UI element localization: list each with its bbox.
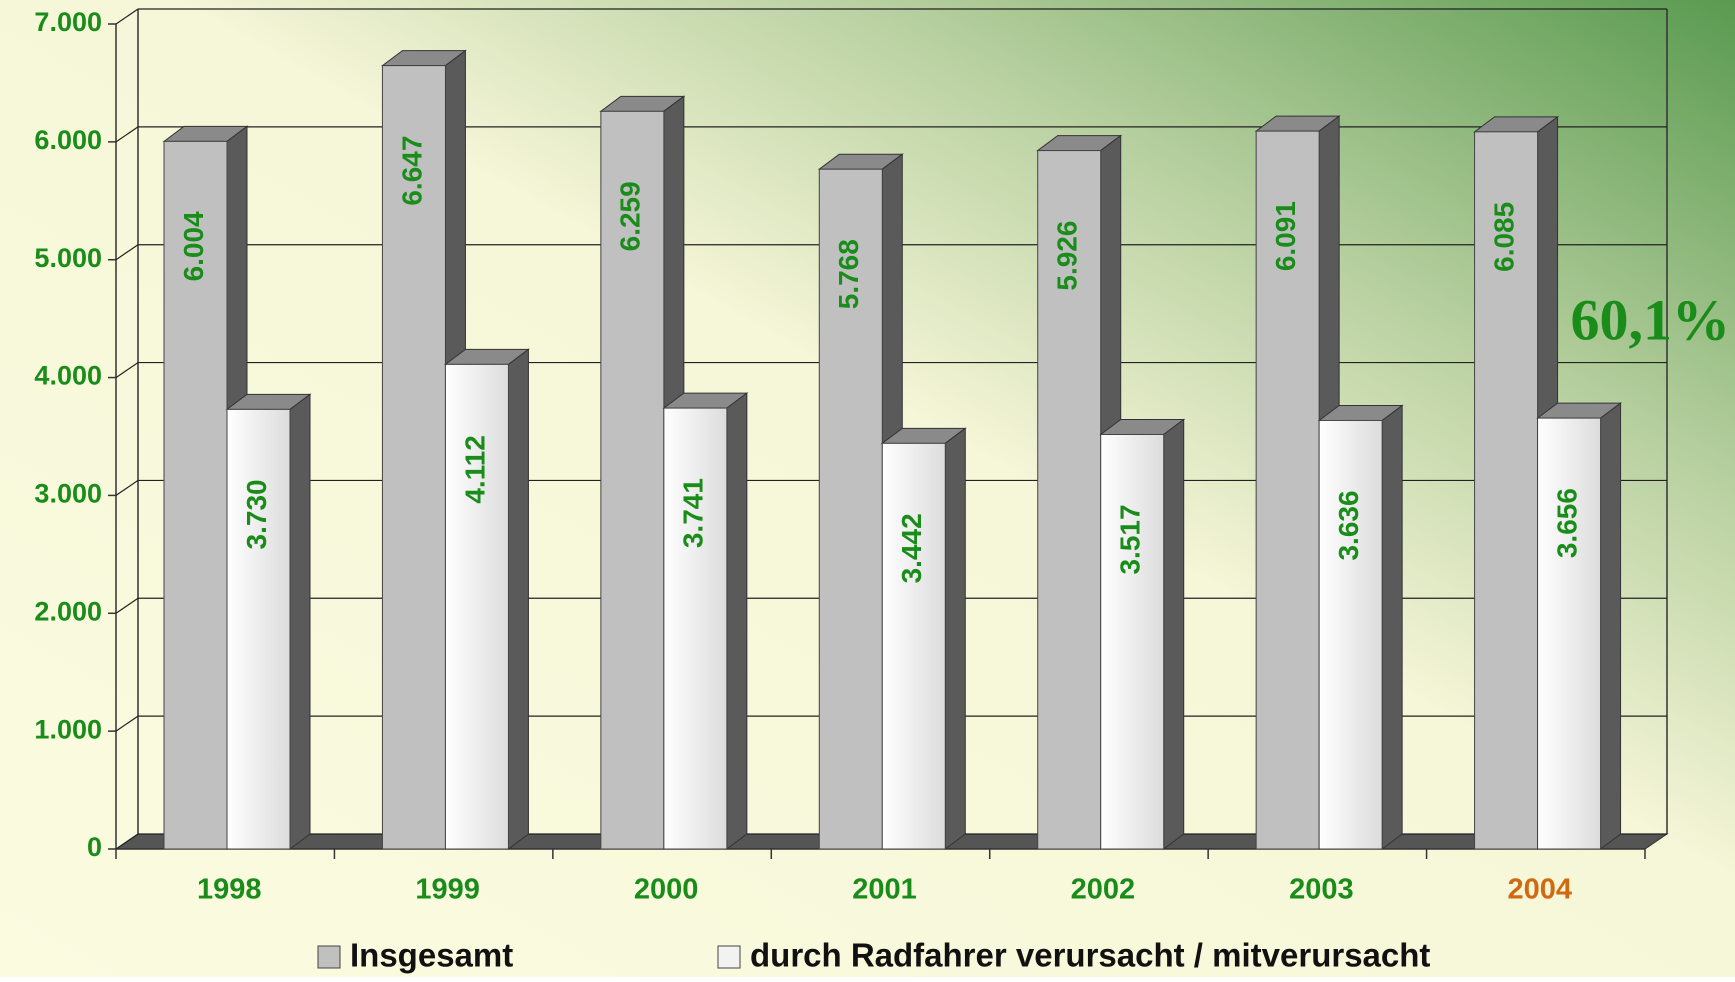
bar xyxy=(663,407,728,850)
x-tick-label: 2000 xyxy=(634,874,699,906)
bar xyxy=(600,110,665,850)
value-label: 4.112 xyxy=(459,435,490,504)
bar xyxy=(444,363,509,850)
value-label: 3.656 xyxy=(1551,488,1582,558)
value-label: 5.768 xyxy=(833,239,864,309)
value-label: 3.730 xyxy=(241,479,272,549)
bar xyxy=(1100,433,1165,850)
value-label: 5.926 xyxy=(1052,221,1083,291)
x-tick-label: 1998 xyxy=(197,874,262,906)
bar xyxy=(881,442,946,850)
bar-side xyxy=(1381,404,1403,850)
x-tick-label: 2001 xyxy=(852,874,917,906)
x-tick-label: 2002 xyxy=(1071,874,1136,906)
bar xyxy=(381,65,446,850)
legend-swatch xyxy=(317,945,341,969)
bar-side xyxy=(1600,402,1622,850)
grid-line-side xyxy=(115,8,139,25)
value-label: 3.741 xyxy=(678,478,709,548)
bar xyxy=(1474,131,1539,850)
y-tick-label: 5.000 xyxy=(34,243,102,273)
grid-line-side xyxy=(115,126,139,143)
bar-side xyxy=(726,392,748,850)
annotation: 60,1% xyxy=(1571,287,1731,352)
grid-line-side xyxy=(115,833,139,850)
bar-side xyxy=(289,393,311,850)
grid-line-side xyxy=(115,479,139,496)
grid-line-side xyxy=(115,244,139,261)
y-tick-label: 4.000 xyxy=(34,361,102,391)
value-label: 3.636 xyxy=(1333,490,1364,560)
y-tick-label: 3.000 xyxy=(34,479,102,509)
y-tick-label: 0 xyxy=(87,832,102,862)
bar xyxy=(1255,130,1320,850)
bar xyxy=(226,408,291,850)
grid-line-side xyxy=(115,362,139,379)
legend-label: Insgesamt xyxy=(350,937,513,974)
y-tick-label: 7.000 xyxy=(34,7,102,37)
bar-side xyxy=(944,427,966,850)
value-label: 6.091 xyxy=(1270,201,1301,271)
value-label: 6.004 xyxy=(178,211,209,281)
bar-side xyxy=(507,348,529,850)
legend-label: durch Radfahrer verursacht / mitverursac… xyxy=(750,937,1430,974)
value-label: 6.647 xyxy=(396,136,427,206)
y-tick-label: 6.000 xyxy=(34,125,102,155)
bar xyxy=(1318,419,1383,850)
grid-line-side xyxy=(115,715,139,732)
value-label: 6.259 xyxy=(615,181,646,251)
x-tick-label: 2003 xyxy=(1289,874,1354,906)
x-tick-label: 2004 xyxy=(1508,874,1573,906)
bar xyxy=(1037,150,1102,850)
value-label: 3.517 xyxy=(1115,504,1146,574)
bar xyxy=(1537,417,1602,850)
value-label: 3.442 xyxy=(896,513,927,583)
grid-line-side xyxy=(115,597,139,614)
bar xyxy=(818,168,883,850)
legend-swatch xyxy=(717,945,741,969)
y-tick-label: 2.000 xyxy=(34,596,102,626)
bar-side xyxy=(1163,418,1185,850)
y-tick-label: 1.000 xyxy=(34,714,102,744)
value-label: 6.085 xyxy=(1488,202,1519,272)
x-tick-label: 1999 xyxy=(415,874,480,906)
